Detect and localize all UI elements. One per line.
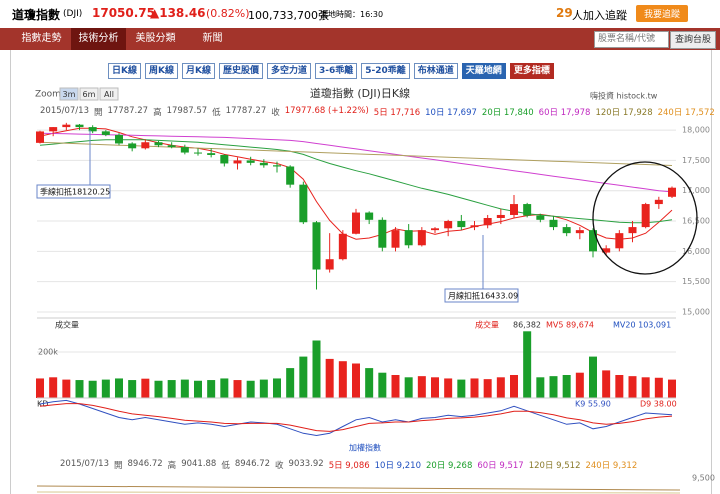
info-item: 60日 9,517 — [477, 461, 524, 471]
info-item: 收 — [275, 461, 284, 471]
price: 17050.75 — [92, 6, 156, 20]
toolbar-button[interactable]: 3-6乖離 — [314, 63, 358, 79]
info-item: 開 — [94, 108, 103, 118]
info-item: 10日 9,210 — [374, 461, 421, 471]
info-item: 開 — [114, 461, 123, 471]
change-pct: (0.82%) — [206, 7, 250, 20]
info-item: 8946.72 — [234, 459, 271, 469]
info-item: 5日 9,086 — [328, 461, 370, 471]
local-time: 當地時間：16:30 — [320, 10, 384, 19]
info-item: 17977.68 (+1.22%) — [284, 106, 369, 116]
toolbar-button[interactable]: 布林通道 — [413, 63, 458, 79]
info-item: 9033.92 — [288, 459, 324, 469]
info-item: 120日 9,512 — [528, 461, 581, 471]
nav-tab[interactable]: 新聞 — [202, 33, 223, 44]
info-item: 17787.27 — [225, 106, 267, 116]
info-item: 低 — [221, 461, 230, 471]
panel — [10, 50, 712, 494]
follower-text: 人加入追蹤 — [572, 9, 627, 22]
nav-tab[interactable]: 指數走勢 — [21, 33, 62, 44]
info-item: 20日 17,840 — [481, 108, 534, 118]
follow-button[interactable]: 我要追蹤 — [636, 5, 689, 22]
toolbar-button[interactable]: 周K線 — [144, 63, 178, 79]
toolbar-button[interactable]: 更多指標 — [509, 63, 554, 79]
info-row: 2015/07/13 開 8946.72 高 9041.88 低 8946.72 收 9033.… — [60, 459, 637, 471]
nav-bar: 指數走勢 技術分析 美股分類 新聞 — [0, 28, 720, 50]
info-item: 低 — [212, 108, 221, 118]
toolbar-button[interactable]: 歷史股價 — [218, 63, 263, 79]
info-item: 高 — [167, 461, 177, 471]
info-item: 120日 17,928 — [595, 108, 653, 118]
toolbar-button[interactable]: 月K線 — [181, 63, 215, 79]
toolbar: 日K線 周K線 月K線 歷史股價 多空力道 3-6乖離 5-20乖離 布林通道 天羅地網 更多指標 — [108, 63, 554, 79]
info-item: 9041.88 — [181, 459, 217, 469]
follower-count: 29 — [556, 6, 573, 20]
toolbar-button[interactable]: 5-20乖離 — [361, 63, 410, 79]
toolbar-button[interactable]: 日K線 — [108, 63, 141, 79]
info-row: 2015/07/13 開 17787.27 高 17987.57 低 17787.27 收 17… — [40, 106, 715, 118]
search-button[interactable]: 查詢台股 — [670, 31, 716, 49]
info-item: 240日 9,312 — [585, 461, 638, 471]
toolbar-button[interactable]: 天羅地網 — [461, 63, 506, 79]
toolbar-button[interactable]: 多空力道 — [266, 63, 311, 79]
nav-tab[interactable]: 技術分析 — [71, 28, 126, 50]
search-input[interactable]: 股票名稱/代號 — [594, 31, 669, 48]
index-code: (DJI) — [63, 9, 83, 19]
info-item: 收 — [271, 108, 280, 118]
info-item: 8946.72 — [127, 459, 163, 469]
index-name: 道瓊指數 — [12, 8, 61, 22]
info-item: 10日 17,697 — [425, 108, 477, 118]
volume: 100,733,700張 — [248, 9, 329, 22]
info-item: 17787.27 — [107, 106, 149, 116]
nav-tab[interactable]: 美股分類 — [135, 33, 176, 44]
info-item: 5日 17,716 — [373, 108, 421, 118]
info-item: 60日 17,978 — [538, 108, 591, 118]
header: 道瓊指數 (DJI) 17050.75 ▲138.46 (0.82%) 100,… — [0, 0, 720, 27]
info-item: 240日 17,572 — [657, 108, 715, 118]
info-item: 2015/07/13 — [60, 459, 109, 469]
info-item: 2015/07/13 — [40, 106, 89, 116]
info-item: 高 — [153, 108, 162, 118]
info-item: 20日 9,268 — [426, 461, 473, 471]
info-item: 17987.57 — [166, 106, 208, 116]
change: ▲138.46 — [150, 6, 206, 20]
